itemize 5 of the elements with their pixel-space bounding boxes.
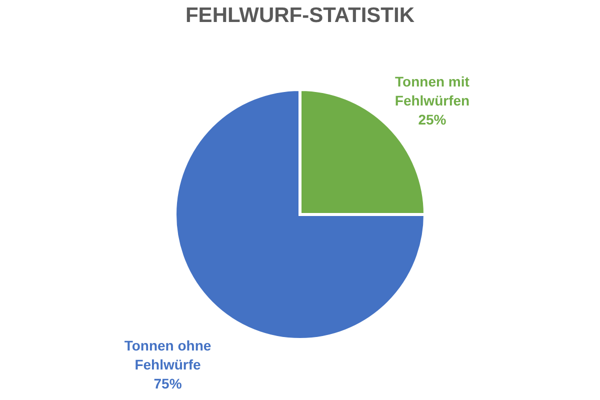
chart-title: FEHLWURF-STATISTIK	[185, 4, 415, 27]
data-label: 75%	[154, 376, 182, 392]
slice-label: Tonnen ohne Fehlwürfe	[124, 338, 212, 373]
data-label: 25%	[418, 111, 447, 128]
slice-label: Tonnen mit Fehlwürfen	[394, 73, 470, 108]
